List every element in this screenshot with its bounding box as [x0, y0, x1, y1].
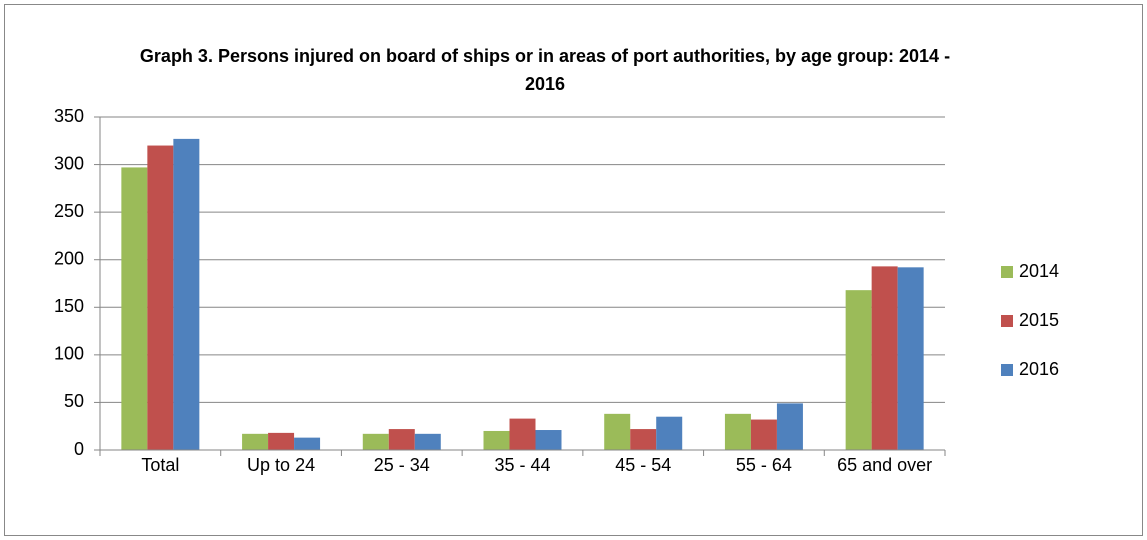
x-tick-label: 65 and over	[837, 455, 932, 475]
x-tick-label: Up to 24	[247, 455, 315, 475]
bar	[535, 430, 562, 450]
bar	[483, 430, 510, 450]
bar	[604, 413, 631, 450]
legend-swatch	[1001, 266, 1013, 278]
bar	[242, 433, 269, 450]
legend-swatch	[1001, 364, 1013, 376]
bar	[509, 418, 536, 450]
bar	[268, 432, 295, 450]
bar	[294, 437, 321, 450]
bar	[776, 403, 803, 450]
x-tick-label: 35 - 44	[494, 455, 550, 475]
bar	[750, 419, 777, 450]
y-tick-label: 250	[54, 201, 84, 221]
chart-title: Graph 3. Persons injured on board of shi…	[139, 46, 951, 94]
bar	[630, 429, 657, 450]
y-tick-label: 50	[64, 391, 84, 411]
legend-label: 2014	[1019, 261, 1059, 281]
x-tick-label: 45 - 54	[615, 455, 671, 475]
bar	[414, 433, 441, 450]
bar	[871, 266, 898, 450]
x-tick-label: Total	[141, 455, 179, 475]
y-tick-label: 300	[54, 153, 84, 173]
bar	[845, 290, 872, 450]
y-tick-label: 150	[54, 296, 84, 316]
y-tick-label: 200	[54, 248, 84, 268]
bar	[173, 138, 200, 450]
y-tick-label: 100	[54, 344, 84, 364]
bar	[897, 267, 924, 450]
y-tick-label: 0	[74, 439, 84, 459]
x-tick-label: 55 - 64	[736, 455, 792, 475]
legend-swatch	[1001, 315, 1013, 327]
legend-label: 2015	[1019, 310, 1059, 330]
bar	[121, 167, 148, 450]
y-tick-label: 350	[54, 106, 84, 126]
bar	[724, 413, 751, 450]
bar	[362, 433, 389, 450]
x-tick-label: 25 - 34	[374, 455, 430, 475]
legend-label: 2016	[1019, 359, 1059, 379]
bar	[656, 416, 683, 450]
bar	[147, 145, 174, 451]
bar	[388, 429, 415, 450]
